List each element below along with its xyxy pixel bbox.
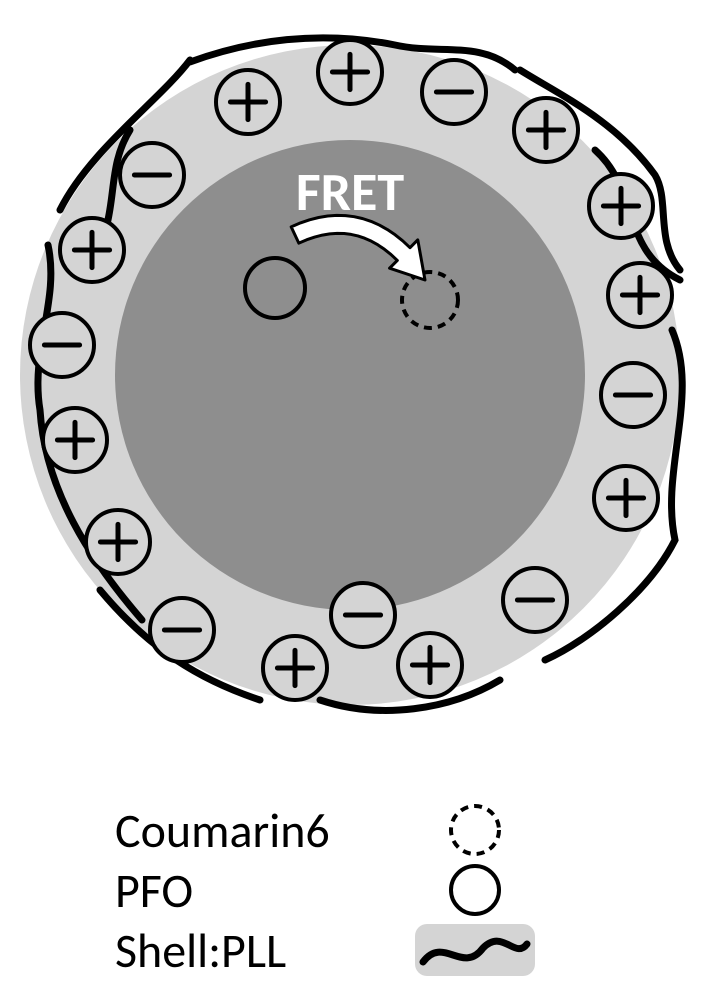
legend-symbol-pfo <box>415 860 535 920</box>
legend-label: Coumarin6 <box>115 801 415 860</box>
legend-row-pfo: PFO <box>115 860 615 920</box>
legend-symbol-coumarin6 <box>415 800 535 860</box>
legend-label: Shell:PLL <box>115 921 415 980</box>
legend: Coumarin6 PFO Shell:PLL <box>115 800 615 980</box>
legend-label: PFO <box>115 861 415 920</box>
legend-row-coumarin6: Coumarin6 <box>115 800 615 860</box>
legend-symbol-shell-pll <box>415 920 535 980</box>
svg-text:FRET: FRET <box>296 159 405 225</box>
legend-row-shell-pll: Shell:PLL <box>115 920 615 980</box>
nanoparticle-diagram: FRET <box>0 0 717 780</box>
